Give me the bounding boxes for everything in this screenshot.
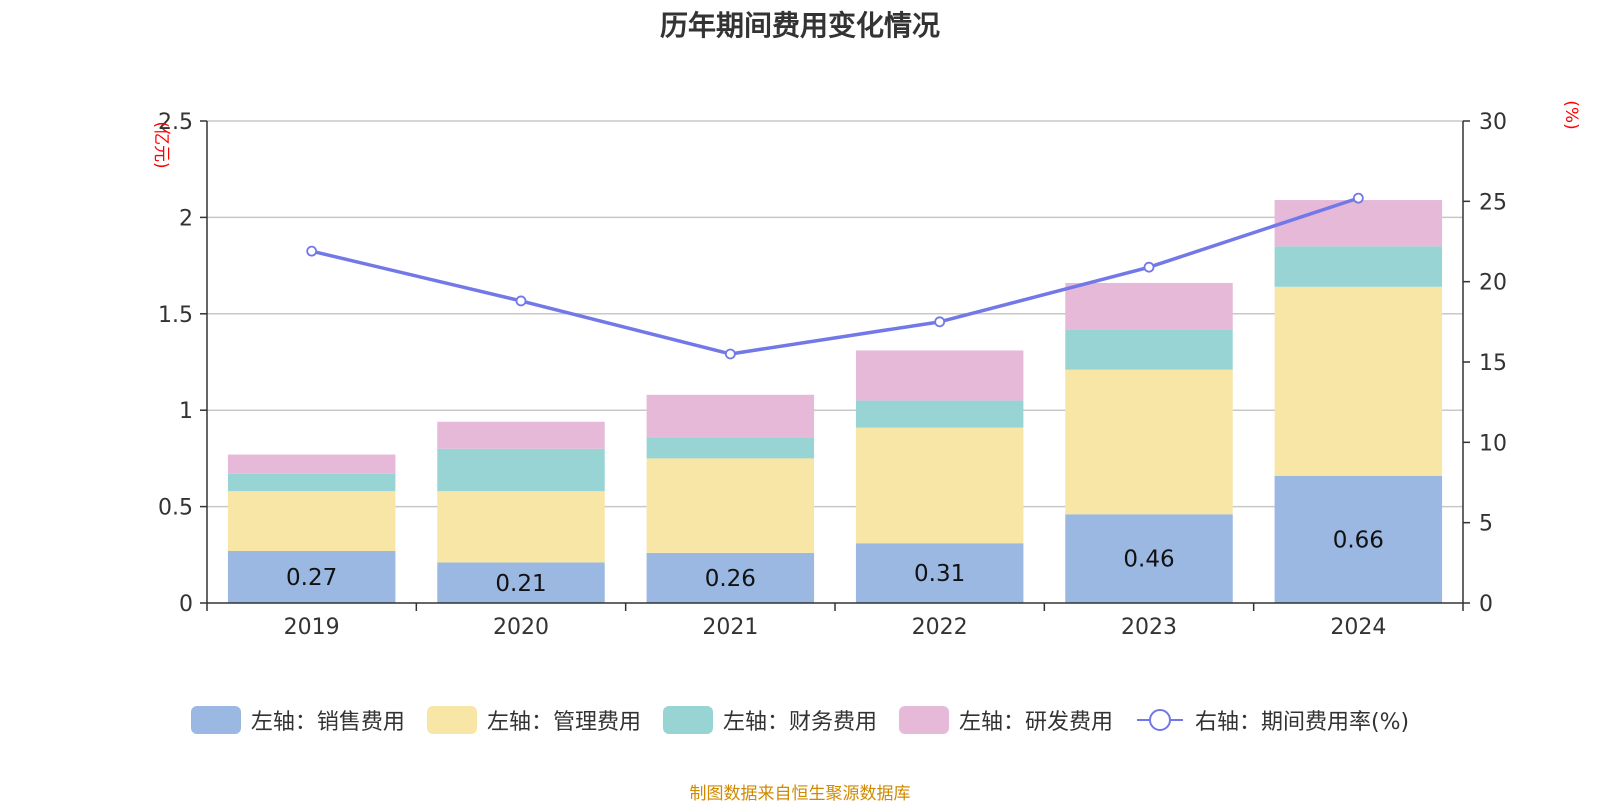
right-axis-tick-label: 10 <box>1479 431 1507 456</box>
bar-data-label: 0.46 <box>1123 547 1174 573</box>
left-axis-tick-label: 2 <box>179 206 193 231</box>
right-axis-tick-label: 0 <box>1479 592 1493 617</box>
left-axis-tick-label: 0 <box>179 592 193 617</box>
right-axis-label: (%) <box>1561 100 1581 129</box>
expense-rate-point <box>306 245 318 257</box>
bar-segment-3 <box>646 394 815 438</box>
legend-label-admin: 左轴：管理费用 <box>486 710 641 735</box>
bar-segment-0 <box>1274 475 1443 603</box>
bar-data-label: 0.66 <box>1333 527 1384 553</box>
legend: 左轴：销售费用 左轴：管理费用 左轴：财务费用 左轴：研发费用 右轴：期间费用率… <box>0 704 1600 736</box>
bar-segment-1 <box>1274 286 1443 476</box>
legend-item-finance[interactable]: 左轴：财务费用 <box>662 704 877 736</box>
right-axis-tick-label: 25 <box>1479 190 1507 215</box>
legend-item-rnd[interactable]: 左轴：研发费用 <box>898 704 1113 736</box>
right-axis-tick-label: 30 <box>1479 110 1507 135</box>
chart-canvas: 0 0.5 1 1.5 2 2.5(亿元) 0 5 10 15 20 25 30 (%) 0.27 0.21 0… <box>151 100 1581 640</box>
bar-segment-3 <box>855 350 1024 401</box>
bar-segment-3 <box>227 454 396 474</box>
legend-swatch-finance <box>662 706 713 734</box>
legend-item-sales[interactable]: 左轴：销售费用 <box>190 704 405 736</box>
bar-segment-1 <box>855 427 1024 544</box>
right-axis-tick-label: 5 <box>1479 512 1493 537</box>
chart-title: 历年期间费用变化情况 <box>659 9 940 42</box>
source-note: 制图数据来自恒生聚源数据库 <box>689 784 911 804</box>
left-axis-tick-label: 0.5 <box>158 496 193 521</box>
left-axis-tick-label: 2.5 <box>158 110 193 135</box>
expense-rate-point <box>515 295 527 307</box>
bar-segment-0 <box>855 543 1024 603</box>
bar-segment-2 <box>1065 329 1233 370</box>
bar-segment-0 <box>646 552 815 603</box>
legend-label-finance: 左轴：财务费用 <box>722 710 877 735</box>
x-axis-tick-label: 2019 <box>284 615 340 640</box>
expense-rate-point <box>1143 261 1155 273</box>
bar-segment-2 <box>855 400 1024 428</box>
expense-rate-point <box>934 316 946 328</box>
bar-segment-2 <box>646 437 815 459</box>
x-axis-tick-label: 2024 <box>1330 615 1386 640</box>
bar-segment-1 <box>227 491 396 551</box>
legend-swatch-sales <box>190 706 241 734</box>
legend-swatch-rnd <box>898 706 949 734</box>
bar-segment-0 <box>1065 514 1233 603</box>
legend-label-rnd: 左轴：研发费用 <box>958 710 1113 735</box>
x-axis-tick-label: 2020 <box>493 615 549 640</box>
bar-segment-1 <box>1065 369 1233 515</box>
left-axis-label: (亿元) <box>151 121 171 168</box>
right-axis-tick-label: 15 <box>1479 351 1507 376</box>
bar-data-label: 0.27 <box>286 565 337 591</box>
bar-segment-2 <box>227 473 396 492</box>
legend-swatch-admin <box>426 706 477 734</box>
bar-data-label: 0.31 <box>914 561 965 587</box>
bar-segment-2 <box>437 448 605 492</box>
right-axis-tick-label: 20 <box>1479 271 1507 296</box>
legend-line-marker-icon <box>1136 709 1183 731</box>
bar-segment-3 <box>1274 200 1443 247</box>
bar-segment-3 <box>437 421 605 449</box>
left-axis-tick-label: 1 <box>179 399 193 424</box>
expense-rate-point <box>724 348 736 360</box>
bar-data-label: 0.26 <box>705 566 756 592</box>
legend-item-admin[interactable]: 左轴：管理费用 <box>426 704 641 736</box>
bar-segment-2 <box>1274 246 1443 287</box>
bar-segment-0 <box>227 550 396 603</box>
legend-label-sales: 左轴：销售费用 <box>250 710 405 735</box>
bar-data-label: 0.21 <box>495 571 546 597</box>
bar-segment-3 <box>1065 282 1233 330</box>
legend-item-expense-rate[interactable]: 右轴：期间费用率(%) <box>1135 704 1409 736</box>
x-axis-tick-label: 2022 <box>912 615 968 640</box>
expense-rate-point <box>1352 192 1364 204</box>
bar-segment-1 <box>646 458 815 553</box>
legend-label-expense-rate: 右轴：期间费用率(%) <box>1194 710 1410 735</box>
x-axis-tick-label: 2021 <box>702 615 758 640</box>
bar-segment-0 <box>437 562 605 603</box>
x-axis-tick-label: 2023 <box>1121 615 1177 640</box>
expense-rate-line <box>311 196 1359 356</box>
left-axis-tick-label: 1.5 <box>158 303 193 328</box>
bar-segment-1 <box>437 491 605 563</box>
